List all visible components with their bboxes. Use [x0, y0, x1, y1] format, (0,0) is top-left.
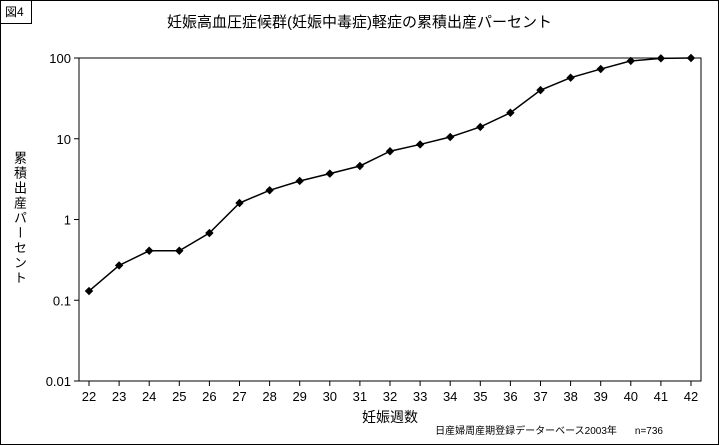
x-tick-label: 41 — [654, 389, 668, 404]
x-tick-label: 39 — [593, 389, 607, 404]
y-tick-label: 0.1 — [53, 293, 71, 308]
y-tick-label: 10 — [57, 132, 71, 147]
y-axis-label: 累積出産パーセント — [12, 151, 27, 286]
data-point-marker — [686, 53, 696, 63]
x-tick-label: 42 — [684, 389, 698, 404]
data-point-marker — [445, 132, 455, 142]
data-point-marker — [295, 176, 304, 186]
y-tick-label: 0.01 — [46, 374, 71, 389]
x-tick-label: 25 — [172, 389, 186, 404]
x-tick-label: 28 — [262, 389, 276, 404]
x-tick-label: 38 — [563, 389, 577, 404]
sample-size-text: n=736 — [634, 426, 663, 437]
data-point-marker — [506, 108, 515, 117]
x-tick-label: 23 — [112, 389, 126, 404]
x-tick-label: 37 — [533, 389, 547, 404]
data-point-marker — [114, 261, 124, 270]
data-point-marker — [385, 147, 395, 156]
data-point-marker — [415, 140, 425, 149]
data-point-marker — [175, 246, 184, 255]
x-tick-label: 27 — [232, 389, 246, 404]
x-tick-label: 36 — [503, 389, 517, 404]
x-tick-label: 34 — [443, 389, 457, 404]
data-point-marker — [144, 246, 154, 255]
x-tick-label: 32 — [383, 389, 397, 404]
data-point-marker — [265, 186, 274, 195]
chart-title: 妊娠高血圧症候群(妊娠中毒症)軽症の累積出産パーセント — [167, 14, 552, 31]
data-point-marker — [566, 73, 575, 82]
x-tick-label: 24 — [142, 389, 156, 404]
data-point-marker — [656, 54, 666, 63]
data-source-text: 日産婦周産期登録データーベース2003年 — [435, 426, 617, 437]
plot-border — [78, 57, 702, 382]
x-tick-label: 22 — [82, 389, 96, 404]
figure-number-label: 図4 — [1, 1, 32, 24]
data-point-marker — [84, 286, 94, 296]
data-point-marker — [476, 122, 485, 132]
x-tick-label: 40 — [624, 389, 638, 404]
data-point-marker — [596, 64, 605, 74]
x-tick-label: 29 — [292, 389, 306, 404]
data-point-marker — [325, 169, 335, 178]
data-point-marker — [205, 228, 214, 238]
x-axis-label: 妊娠週数 — [362, 409, 418, 425]
x-tick-label: 35 — [473, 389, 487, 404]
x-tick-label: 31 — [353, 389, 367, 404]
source-note: 日産婦周産期登録データーベース2003年 n=736 — [1, 422, 663, 437]
data-point-marker — [536, 85, 545, 95]
x-tick-label: 30 — [323, 389, 337, 404]
data-point-marker — [235, 198, 244, 208]
data-line — [88, 57, 692, 292]
y-tick-label: 100 — [49, 51, 71, 66]
y-tick-label: 1 — [64, 213, 71, 228]
x-tick-label: 26 — [202, 389, 216, 404]
x-tick-label: 33 — [413, 389, 427, 404]
data-point-marker — [626, 56, 636, 66]
data-point-marker — [355, 161, 365, 171]
